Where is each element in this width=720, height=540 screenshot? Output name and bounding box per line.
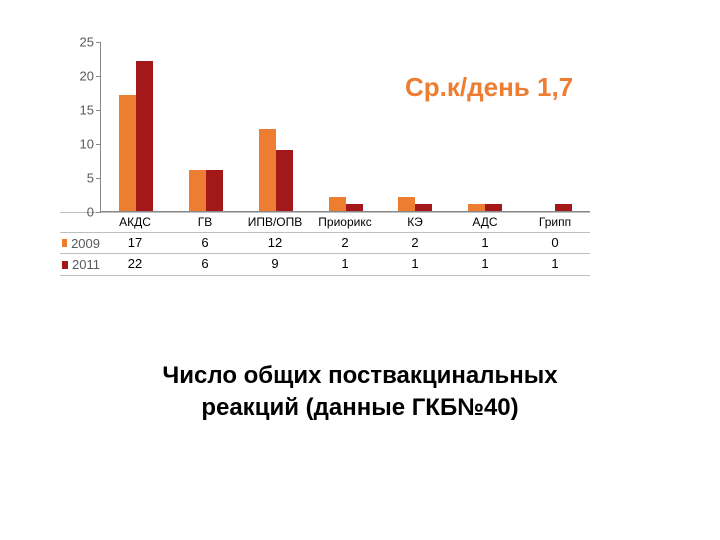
series-value: 6 (170, 233, 240, 253)
bar (398, 197, 415, 211)
bar (346, 204, 363, 211)
bar (468, 204, 485, 211)
series-value: 1 (450, 233, 520, 253)
series-value: 1 (380, 254, 450, 274)
bar-group (101, 42, 171, 211)
y-tick-mark (96, 110, 101, 111)
bar (555, 204, 572, 211)
bar-groups (101, 42, 590, 211)
series-value: 1 (310, 254, 380, 274)
series-value: 17 (100, 233, 170, 253)
category-label: КЭ (380, 213, 450, 232)
category-row-head (60, 213, 100, 232)
y-tick-label: 15 (80, 103, 94, 118)
series-cells: 176122210 (100, 233, 590, 253)
y-tick-label: 20 (80, 69, 94, 84)
bar (276, 150, 293, 211)
series-name: 2011 (72, 257, 100, 272)
series-value: 2 (380, 233, 450, 253)
series-row-head: 2009 (60, 233, 100, 253)
bar-group (450, 42, 520, 211)
series-name: 2009 (71, 236, 100, 251)
y-axis: 0510152025 (60, 42, 100, 212)
legend-swatch (62, 261, 68, 269)
y-tick-mark (96, 76, 101, 77)
category-label: ГВ (170, 213, 240, 232)
bar (119, 95, 136, 211)
y-tick-mark (96, 42, 101, 43)
series-row: 201122691111 (60, 253, 590, 274)
caption: Число общих поствакцинальных реакций (да… (0, 360, 720, 425)
category-label: ИПВ/ОПВ (240, 213, 310, 232)
series-value: 12 (240, 233, 310, 253)
plot-row: 0510152025 (60, 42, 590, 212)
bar-group (171, 42, 241, 211)
y-tick-mark (96, 144, 101, 145)
series-value: 6 (170, 254, 240, 274)
bar-group (311, 42, 381, 211)
bar (206, 170, 223, 211)
y-tick-label: 25 (80, 35, 94, 50)
bar-group (241, 42, 311, 211)
y-tick-label: 5 (87, 171, 94, 186)
series-value: 1 (520, 254, 590, 274)
bar (189, 170, 206, 211)
series-value: 1 (450, 254, 520, 274)
series-value: 0 (520, 233, 590, 253)
caption-line-2: реакций (данные ГКБ№40) (0, 392, 720, 424)
category-label: АДС (450, 213, 520, 232)
series-value: 2 (310, 233, 380, 253)
data-table: АКДСГВИПВ/ОПВПриориксКЭАДСГрипп 20091761… (60, 212, 590, 276)
category-label: Грипп (520, 213, 590, 232)
y-tick-label: 10 (80, 137, 94, 152)
plot-area (100, 42, 590, 212)
category-label: АКДС (100, 213, 170, 232)
series-cells: 22691111 (100, 254, 590, 274)
y-tick-mark (96, 212, 101, 213)
series-row-head: 2011 (60, 254, 100, 274)
y-tick-label: 0 (87, 205, 94, 220)
series-value: 9 (240, 254, 310, 274)
series-value: 22 (100, 254, 170, 274)
legend-swatch (62, 239, 67, 247)
y-tick-mark (96, 178, 101, 179)
series-row: 2009176122210 (60, 232, 590, 253)
caption-line-1: Число общих поствакцинальных (0, 360, 720, 392)
bar-group (380, 42, 450, 211)
annotation-text: Ср.к/день 1,7 (405, 72, 573, 103)
category-label: Приорикс (310, 213, 380, 232)
bar (329, 197, 346, 211)
category-row: АКДСГВИПВ/ОПВПриориксКЭАДСГрипп (60, 212, 590, 232)
bar-group (520, 42, 590, 211)
bar (259, 129, 276, 211)
slide-root: 0510152025 АКДСГВИПВ/ОПВПриориксКЭАДСГри… (0, 0, 720, 540)
category-cells: АКДСГВИПВ/ОПВПриориксКЭАДСГрипп (100, 213, 590, 232)
bar (415, 204, 432, 211)
bar (485, 204, 502, 211)
bar (136, 61, 153, 211)
